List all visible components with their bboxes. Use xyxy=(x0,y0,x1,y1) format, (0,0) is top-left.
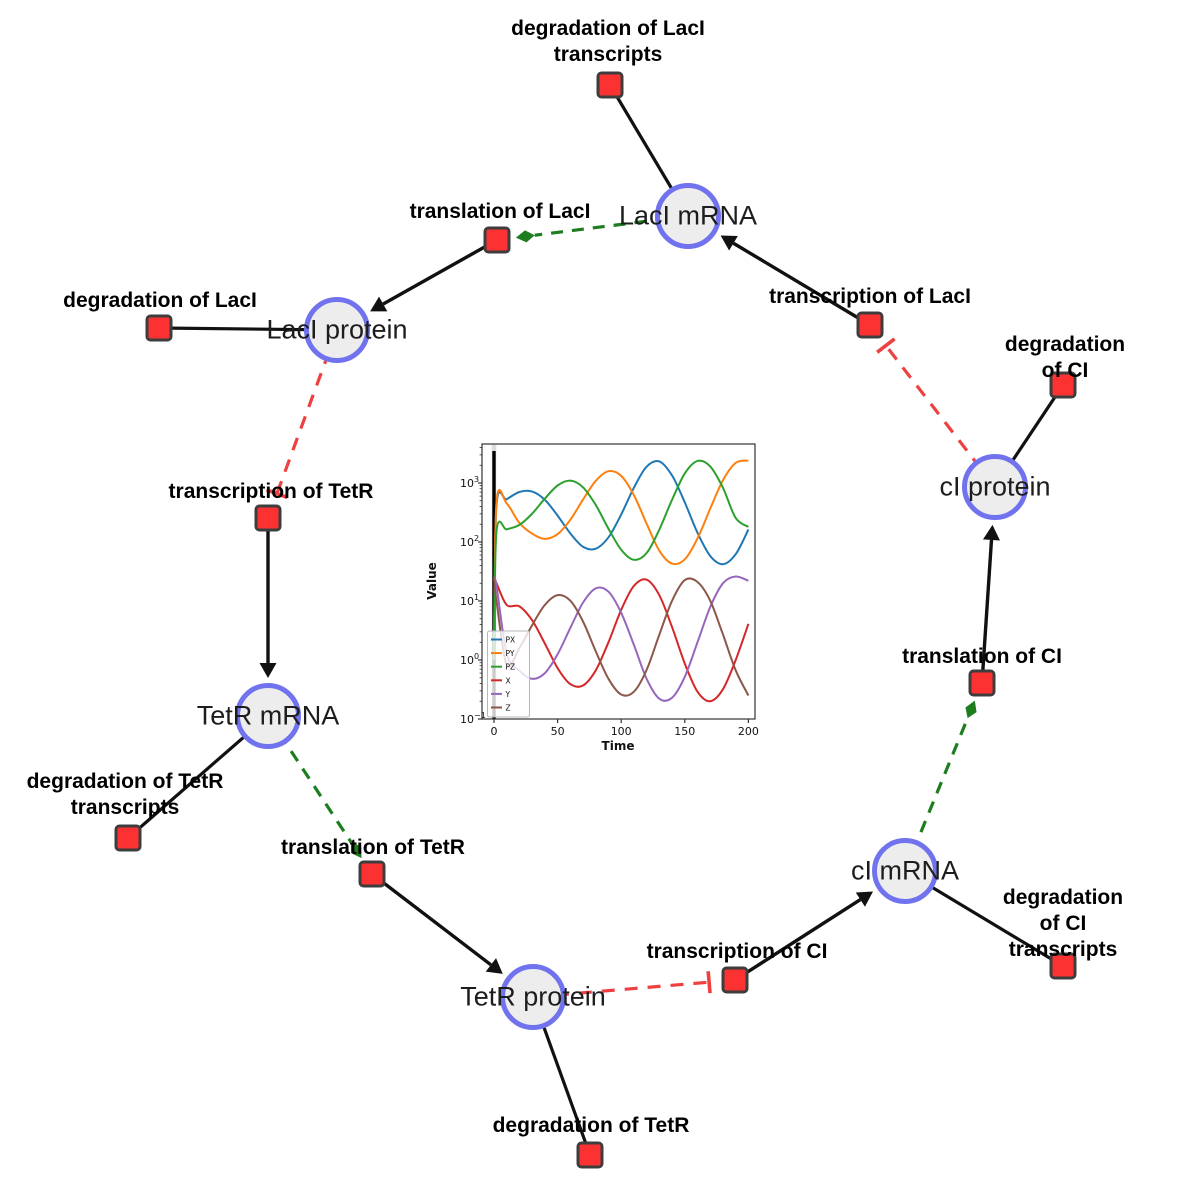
species-label-ci-mrna: cI mRNA xyxy=(851,855,959,886)
species-node-tetr-mrna: TetR mRNA xyxy=(197,683,339,749)
legend-label-Y: Y xyxy=(505,690,511,699)
x-tick-label: 100 xyxy=(611,725,632,738)
species-node-ci-protein: cI protein xyxy=(939,454,1051,520)
inhibition-tee xyxy=(876,337,896,354)
modifier-arrowhead xyxy=(965,700,977,719)
species-label-laci-protein: LacI protein xyxy=(266,314,408,345)
reaction-node-deg-tetr xyxy=(576,1141,604,1169)
inset-time-series-chart: 0 50 100 150 20010−1100101102103TimeValuePXP… xyxy=(420,432,780,772)
reaction-label-txn-laci: transcription of LacI xyxy=(769,285,971,308)
legend-label-PZ: PZ xyxy=(506,663,516,672)
y-tick-label: 103 xyxy=(460,475,479,490)
reaction-node-tln-tetr xyxy=(358,860,386,888)
legend-label-PX: PX xyxy=(506,636,516,645)
series-PZ xyxy=(493,459,749,661)
reaction-label-txn-ci: transcription of CI xyxy=(646,940,828,963)
edge-tln_tetr-tetr_protein xyxy=(370,872,492,967)
production-arrowhead xyxy=(720,235,738,251)
reaction-node-deg-laci xyxy=(145,314,173,342)
reaction-label-tln-tetr: translation of TetR xyxy=(281,836,465,859)
reaction-node-txn-ci xyxy=(721,966,749,994)
edge-txn_laci-laci_mrna xyxy=(732,241,871,327)
production-arrowhead xyxy=(983,524,1000,541)
species-node-laci-protein: LacI protein xyxy=(266,297,408,363)
x-tick-label: 200 xyxy=(738,725,759,738)
production-arrowhead xyxy=(370,296,388,312)
inhibition-tee xyxy=(266,488,288,500)
x-axis-title: Time xyxy=(602,739,635,753)
y-tick-label: 10−1 xyxy=(460,711,486,726)
legend-label-PY: PY xyxy=(506,649,515,658)
legend-label-Z: Z xyxy=(506,704,511,713)
reaction-label-deg-tetr: degradation of TetR xyxy=(492,1114,690,1137)
x-tick-label: 0 xyxy=(491,725,498,738)
reaction-label-deg-laci: degradation of LacI xyxy=(63,289,257,312)
reaction-label-deg-ci-transcripts: degradation of CI transcripts xyxy=(1002,886,1124,961)
species-label-tetr-mrna: TetR mRNA xyxy=(196,700,340,731)
species-label-ci-protein: cI protein xyxy=(939,471,1051,502)
production-arrowhead xyxy=(259,663,277,678)
reaction-node-deg-ci xyxy=(1049,371,1077,399)
reaction-label-tln-ci: translation of CI xyxy=(902,645,1062,668)
reaction-label-deg-ci: degradation of CI xyxy=(1004,333,1126,382)
reaction-label-deg-tetr-transcripts: degradation of TetR transcripts xyxy=(26,770,224,819)
reaction-node-deg-tetr-transcripts xyxy=(114,824,142,852)
reaction-label-deg-laci-transcripts: degradation of LacI transcripts xyxy=(511,17,705,66)
series-X xyxy=(493,577,750,703)
x-tick-label: 50 xyxy=(551,725,565,738)
x-tick-label: 150 xyxy=(674,725,695,738)
legend-label-X: X xyxy=(506,676,511,685)
modifier-arrowhead xyxy=(515,230,535,243)
series-PY xyxy=(493,459,749,661)
reaction-node-tln-laci xyxy=(483,226,511,254)
reaction-label-txn-tetr: transcription of TetR xyxy=(168,480,374,503)
production-arrowhead xyxy=(485,958,503,974)
edge-tln_ci-ci_protein xyxy=(980,539,994,684)
edge-tln_laci-laci_protein xyxy=(382,238,498,306)
y-tick-label: 102 xyxy=(460,534,479,549)
reaction-node-txn-laci xyxy=(856,311,884,339)
species-node-ci-mrna: cI mRNA xyxy=(851,838,959,904)
modifier-arrowhead xyxy=(351,842,362,859)
species-node-tetr-protein: TetR protein xyxy=(460,964,606,1030)
production-arrowhead xyxy=(855,891,874,907)
species-label-tetr-protein: TetR protein xyxy=(460,981,606,1012)
y-tick-label: 101 xyxy=(460,593,479,608)
species-label-laci-mrna: LacI mRNA xyxy=(618,200,758,231)
reaction-node-tln-ci xyxy=(968,669,996,697)
y-tick-label: 100 xyxy=(460,652,479,667)
reaction-node-deg-laci-transcripts xyxy=(596,71,624,99)
y-axis-title: Value xyxy=(425,562,439,600)
inhibition-tee xyxy=(706,971,712,994)
chart-legend: PX PY PZ XYZ xyxy=(487,630,530,718)
reaction-node-deg-ci-transcripts xyxy=(1049,952,1077,980)
reaction-node-txn-tetr xyxy=(254,504,282,532)
reaction-label-tln-laci: translation of LacI xyxy=(409,200,591,223)
edge-txn_ci-ci_mrna xyxy=(734,898,862,982)
plot-frame xyxy=(481,443,756,720)
species-node-laci-mrna: LacI mRNA xyxy=(619,183,757,249)
